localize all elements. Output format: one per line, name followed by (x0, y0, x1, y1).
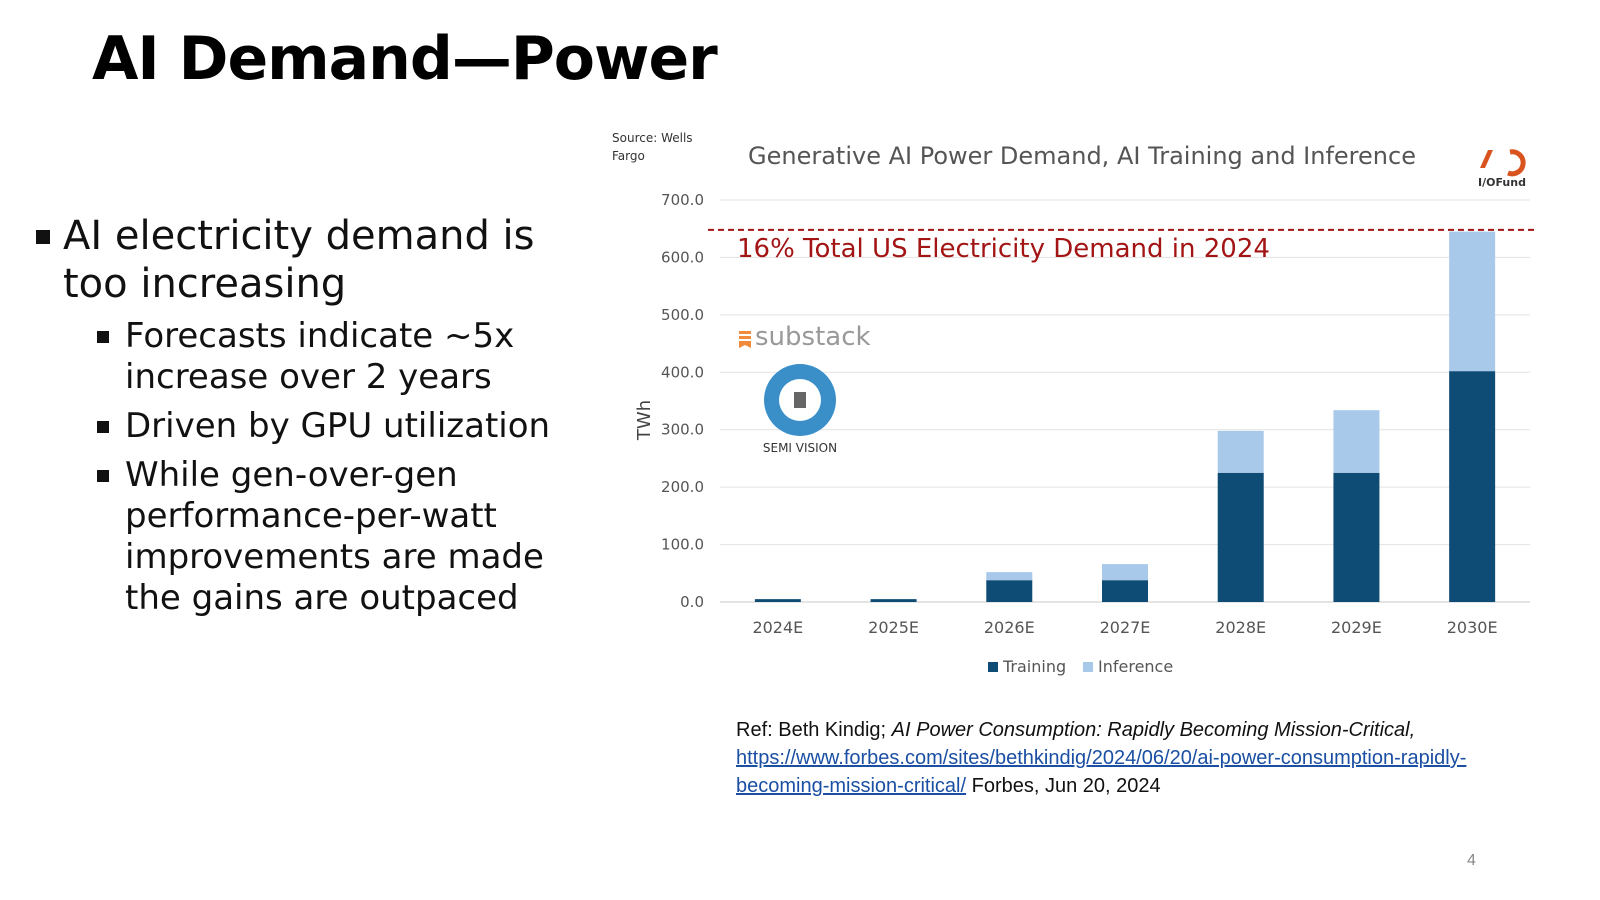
legend-swatch-inference (1083, 662, 1093, 672)
bar-training-2024E (754, 599, 801, 602)
substack-text: substack (755, 322, 871, 352)
sub-bullet: Forecasts indicate ~5x increase over 2 y… (97, 316, 596, 398)
reference-link[interactable]: https://www.forbes.com/sites/bethkindig/… (736, 747, 1467, 797)
x-axis-ticks: 2024E 2025E 2026E 2027E 2028E 2029E 2030E (752, 618, 1497, 637)
sub-bullet: Driven by GPU utilization (97, 406, 596, 447)
page-number: 4 (1467, 852, 1476, 869)
legend-label-training: Training (1002, 657, 1066, 676)
y-tick-label: 400.0 (661, 363, 704, 381)
sub-bullet-list: Forecasts indicate ~5x increase over 2 y… (97, 316, 596, 619)
legend-label-inference: Inference (1098, 657, 1173, 676)
slide-title: AI Demand—Power (92, 24, 718, 94)
reference-suffix: Forbes, Jun 20, 2024 (966, 775, 1161, 797)
iofund-logo: I/OFund (1478, 149, 1526, 189)
iofund-logo-mark (1480, 150, 1493, 168)
chart-source-line-1: Source: Wells (612, 131, 693, 145)
bar-inference-2029E (1333, 410, 1380, 473)
y-tick-label: 600.0 (661, 248, 704, 266)
chart-source-line-2: Fargo (612, 149, 645, 163)
legend-swatch-training (988, 662, 998, 672)
stacked-bar-chart: Source: Wells Fargo Generative AI Power … (612, 131, 1536, 676)
bar-training-2027E (1102, 580, 1148, 602)
x-tick-label: 2028E (1215, 618, 1266, 637)
bullet-list: AI electricity demand is too increasing … (36, 212, 596, 627)
sub-bullet-text: Forecasts indicate ~5x increase over 2 y… (125, 316, 515, 397)
sub-bullet: While gen-over-gen performance-per-watt … (97, 455, 596, 619)
x-tick-label: 2025E (868, 618, 919, 637)
x-tick-label: 2027E (1100, 618, 1151, 637)
bar-training-2028E (1217, 472, 1264, 602)
substack-icon (739, 336, 751, 339)
chart-grid (720, 199, 1530, 603)
reference-article-title: AI Power Consumption: Rapidly Becoming M… (891, 719, 1416, 741)
y-axis-ticks: 0.0 100.0 200.0 300.0 400.0 500.0 600.0 700.0 (661, 191, 704, 611)
semi-vision-text: SEMI VISION (763, 441, 837, 455)
sub-bullet-text: While gen-over-gen performance-per-watt … (125, 455, 544, 618)
chart-source: Source: Wells Fargo (612, 131, 696, 163)
chart-legend: Training Inference (988, 657, 1173, 676)
bar-inference-2026E (986, 572, 1033, 581)
bar-inference-2028E (1217, 430, 1264, 473)
bar-training-2030E (1449, 371, 1496, 602)
semi-vision-watermark: SEMI VISION (763, 364, 837, 455)
y-tick-label: 0.0 (680, 593, 704, 611)
substack-watermark: substack (739, 322, 871, 352)
bullet-main: AI electricity demand is too increasing (36, 212, 596, 308)
bar-training-2025E (870, 599, 917, 602)
y-tick-label: 700.0 (661, 191, 704, 209)
bar-training-2029E (1333, 472, 1380, 602)
bullet-square-icon (97, 470, 109, 482)
iofund-logo-text: I/OFund (1478, 176, 1526, 189)
substack-icon (739, 341, 751, 348)
sub-bullet-text: Driven by GPU utilization (125, 406, 551, 446)
bullet-square-icon (97, 421, 109, 433)
y-tick-label: 200.0 (661, 478, 704, 496)
chart-title: Generative AI Power Demand, AI Training … (748, 142, 1416, 170)
bullet-main-text: AI electricity demand is too increasing (63, 213, 535, 307)
semi-vision-logo-icon (794, 392, 806, 408)
y-axis-label: TWh (634, 400, 655, 441)
x-tick-label: 2026E (984, 618, 1035, 637)
iofund-logo-mark (1507, 149, 1526, 177)
x-tick-label: 2030E (1447, 618, 1498, 637)
reference-line-label: 16% Total US Electricity Demand in 2024 (737, 234, 1270, 264)
x-tick-label: 2024E (752, 618, 803, 637)
bar-training-2026E (986, 580, 1033, 602)
bar-inference-2027E (1102, 564, 1148, 581)
y-tick-label: 300.0 (661, 421, 704, 439)
bullet-square-icon (36, 230, 50, 244)
bullet-square-icon (97, 331, 109, 343)
bar-inference-2030E (1449, 231, 1496, 372)
y-tick-label: 100.0 (661, 536, 704, 554)
x-tick-label: 2029E (1331, 618, 1382, 637)
y-tick-label: 500.0 (661, 306, 704, 324)
chart-bars (754, 231, 1496, 602)
reference-prefix: Ref: Beth Kindig; (736, 719, 892, 741)
reference-citation: Ref: Beth Kindig; AI Power Consumption: … (736, 716, 1556, 800)
chart-container: Source: Wells Fargo Generative AI Power … (600, 120, 1600, 700)
substack-icon (739, 331, 751, 334)
